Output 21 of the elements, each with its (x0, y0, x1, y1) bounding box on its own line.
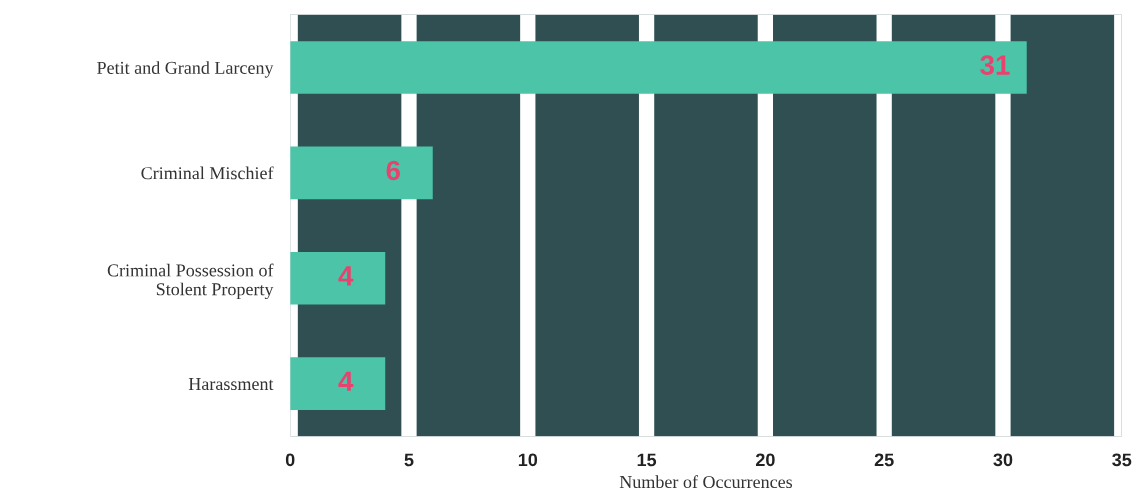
x-tick-label: 10 (518, 453, 538, 467)
bar (290, 251, 386, 305)
x-tick-label: 30 (993, 453, 1013, 467)
y-tick-label: Criminal Possession of Stolent Property (107, 263, 274, 300)
bar (290, 146, 433, 200)
x-tick-label: 0 (285, 453, 295, 467)
y-tick-label: Harassment (188, 378, 274, 391)
y-tick-label: Criminal Mischief (141, 166, 274, 180)
bar (290, 41, 1027, 94)
data-label: 4 (338, 371, 354, 391)
data-label: 6 (386, 160, 400, 181)
x-tick-label: 25 (874, 453, 894, 467)
bar (290, 357, 386, 410)
data-label: 4 (338, 266, 354, 286)
x-tick-label: 5 (404, 453, 414, 467)
x-axis-title: Number of Occurrences (619, 475, 793, 489)
x-tick-label: 35 (1112, 453, 1132, 467)
data-label: 31 (980, 55, 1010, 75)
x-tick-label: 15 (637, 453, 657, 467)
x-tick-label: 20 (755, 453, 775, 467)
y-tick-label: Petit and Grand Larceny (97, 61, 274, 78)
